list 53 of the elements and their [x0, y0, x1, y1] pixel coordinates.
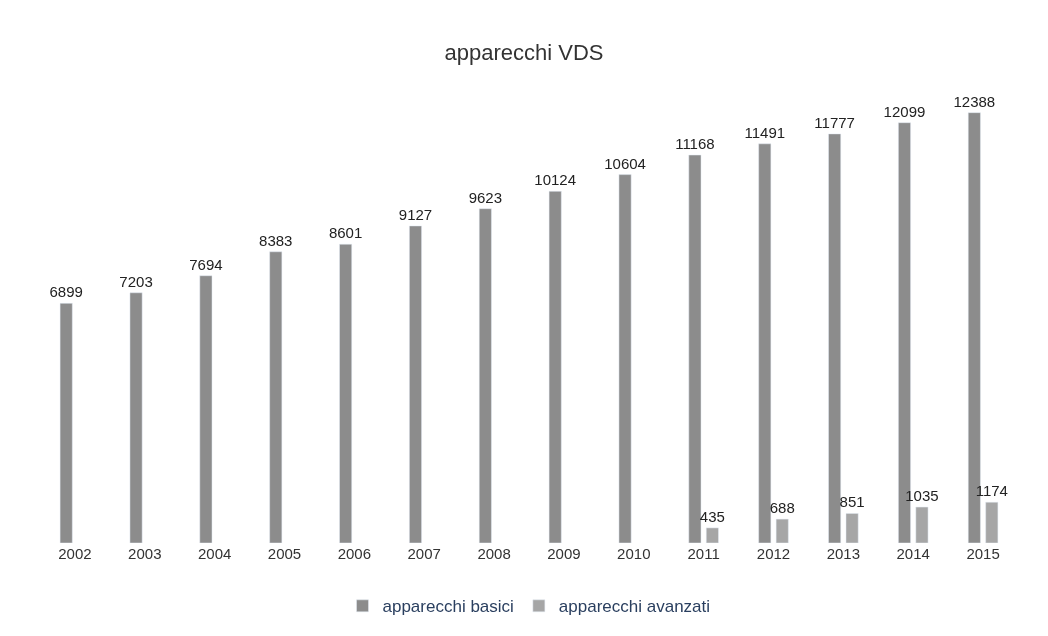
- data-label: 1035: [905, 487, 939, 505]
- bar: [618, 174, 632, 543]
- data-label: 9127: [398, 205, 433, 223]
- data-label: 6899: [49, 283, 83, 301]
- bar: [199, 275, 213, 543]
- x-tick-label: 2009: [547, 545, 581, 562]
- x-tick-label: 2005: [267, 545, 302, 562]
- legend-label: apparecchi avanzati: [558, 597, 711, 617]
- data-label: 7203: [119, 272, 153, 290]
- data-label: 688: [769, 499, 795, 517]
- data-label: 7694: [189, 255, 223, 273]
- bar: [129, 292, 143, 543]
- data-label: 435: [699, 507, 725, 525]
- data-label: 11491: [744, 123, 786, 141]
- x-tick-label: 2014: [896, 545, 930, 562]
- data-label: 8601: [328, 224, 363, 242]
- bar: [339, 243, 352, 543]
- bar: [478, 208, 492, 543]
- bar: [548, 191, 562, 543]
- data-label: 11168: [675, 135, 715, 153]
- bar: [59, 303, 73, 543]
- x-tick-label: 2011: [687, 545, 720, 562]
- data-label: 1174: [975, 482, 1008, 500]
- data-label: 12099: [883, 102, 926, 120]
- data-label: 851: [839, 493, 865, 511]
- data-label: 9623: [468, 188, 503, 206]
- bar: [915, 506, 929, 543]
- x-tick-label: 2004: [197, 545, 232, 562]
- bar: [828, 133, 841, 543]
- legend-label: apparecchi basici: [382, 597, 514, 617]
- x-tick-label: 2008: [477, 545, 511, 562]
- data-label: 11777: [814, 113, 855, 131]
- x-tick-label: 2013: [826, 545, 861, 562]
- x-tick-label: 2002: [58, 545, 92, 562]
- data-label: 12388: [953, 92, 996, 110]
- bar: [269, 251, 283, 543]
- bar: [985, 501, 999, 543]
- data-label: 8383: [259, 231, 293, 249]
- bar: [688, 154, 702, 543]
- bar: [409, 225, 422, 543]
- bar: [845, 513, 859, 543]
- x-tick-label: 2012: [756, 545, 791, 562]
- bar: [758, 143, 772, 543]
- x-tick-label: 2003: [128, 545, 162, 562]
- chart-title: apparecchi VDS: [444, 39, 604, 65]
- x-tick-label: 2010: [617, 545, 651, 562]
- bar: [706, 527, 719, 543]
- x-tick-label: 2006: [337, 545, 372, 562]
- bar: [775, 518, 789, 543]
- data-label: 10604: [604, 154, 646, 172]
- x-tick-label: 2007: [407, 545, 441, 562]
- x-tick-label: 2015: [966, 545, 1000, 562]
- data-label: 10124: [534, 171, 577, 189]
